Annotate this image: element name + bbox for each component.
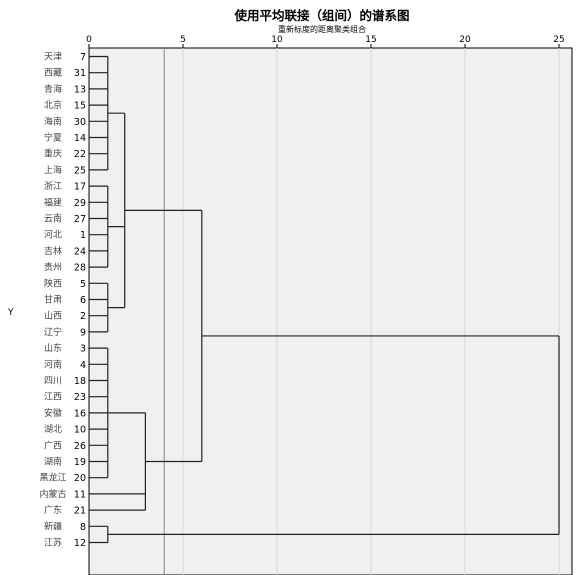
leaf-name-label: 河北 bbox=[44, 229, 62, 241]
leaf-name-label: 新疆 bbox=[44, 520, 62, 532]
leaf-name-label: 湖北 bbox=[44, 424, 62, 435]
leaf-name-label: 湖南 bbox=[44, 456, 62, 468]
leaf-id-label: 15 bbox=[74, 101, 86, 112]
x-axis-ticks: 0 5 10 15 20 25 bbox=[86, 35, 565, 48]
leaf-id-label: 26 bbox=[74, 441, 86, 452]
leaf-id-label: 13 bbox=[74, 84, 86, 95]
leaf-id-label: 9 bbox=[80, 327, 86, 338]
leaf-name-label: 河南 bbox=[44, 358, 62, 370]
leaf-name-label: 黑龙江 bbox=[39, 472, 66, 484]
leaf-name-label: 浙江 bbox=[44, 180, 62, 192]
leaf-id-label: 30 bbox=[74, 117, 86, 128]
leaf-name-label: 广西 bbox=[44, 439, 62, 451]
leaf-id-label: 12 bbox=[74, 538, 86, 549]
leaf-id-label: 1 bbox=[80, 230, 86, 241]
leaf-id-label: 10 bbox=[74, 425, 86, 436]
chart-subtitle: 重新标度的距离聚类组合 bbox=[278, 24, 366, 34]
leaf-id-label: 4 bbox=[80, 360, 86, 371]
leaf-name-label: 上海 bbox=[44, 164, 62, 176]
leaf-id-label: 8 bbox=[80, 522, 86, 533]
leaf-name-label: 内蒙古 bbox=[39, 488, 66, 500]
leaf-name-label: 吉林 bbox=[44, 245, 62, 257]
leaf-name-label: 云南 bbox=[44, 213, 62, 225]
leaf-id-label: 24 bbox=[74, 246, 86, 257]
leaf-id-label: 18 bbox=[74, 376, 86, 387]
leaf-name-label: 江苏 bbox=[44, 537, 62, 549]
leaf-name-label: 山西 bbox=[44, 311, 62, 322]
leaf-name-label: 四川 bbox=[44, 377, 62, 387]
dendrogram-branches bbox=[89, 48, 560, 575]
leaf-name-label: 宁夏 bbox=[44, 132, 62, 144]
leaf-id-label: 27 bbox=[74, 214, 86, 225]
leaf-id-label: 16 bbox=[74, 408, 86, 419]
leaf-id-label: 11 bbox=[74, 489, 86, 500]
y-axis-label: Y bbox=[7, 308, 14, 318]
grid-lines bbox=[182, 48, 560, 575]
leaf-name-label: 福建 bbox=[44, 196, 62, 208]
leaf-name-label: 天津 bbox=[44, 52, 62, 63]
leaf-id-label: 25 bbox=[74, 165, 86, 176]
leaf-id-label: 17 bbox=[74, 182, 86, 193]
leaf-id-label: 7 bbox=[80, 52, 86, 63]
leaf-id-label: 5 bbox=[80, 279, 86, 290]
leaf-id-label: 21 bbox=[74, 506, 86, 517]
leaf-name-label: 青海 bbox=[44, 83, 62, 95]
leaf-id-label: 29 bbox=[74, 198, 86, 209]
leaf-name-label: 甘肃 bbox=[44, 294, 62, 306]
x-tick-label: 20 bbox=[459, 35, 471, 45]
x-tick-label: 15 bbox=[365, 35, 376, 45]
leaf-name-label: 北京 bbox=[44, 99, 62, 111]
x-tick-label: 5 bbox=[180, 35, 186, 45]
x-tick-label: 25 bbox=[553, 35, 564, 45]
leaf-name-label: 重庆 bbox=[44, 148, 62, 160]
leaf-name-label: 江西 bbox=[44, 392, 62, 403]
leaf-id-label: 23 bbox=[74, 392, 86, 403]
leaf-name-label: 陕西 bbox=[44, 277, 62, 289]
leaf-name-label: 广东 bbox=[44, 504, 62, 516]
leaf-id-label: 31 bbox=[74, 68, 86, 79]
leaf-name-label: 贵州 bbox=[44, 261, 62, 273]
x-tick-label: 0 bbox=[86, 35, 92, 45]
plot-background bbox=[88, 47, 573, 575]
leaf-name-label: 安徽 bbox=[44, 407, 62, 419]
x-tick-label: 10 bbox=[271, 35, 283, 45]
leaf-id-label: 20 bbox=[74, 473, 86, 484]
leaf-name-label: 辽宁 bbox=[44, 326, 62, 338]
leaf-id-label: 19 bbox=[74, 457, 86, 468]
leaf-id-label: 2 bbox=[80, 311, 86, 322]
chart-title: 使用平均联接（组间）的谱系图 bbox=[233, 8, 409, 23]
leaf-name-label: 西藏 bbox=[44, 67, 62, 79]
leaf-id-label: 3 bbox=[80, 344, 86, 355]
leaf-name-label: 山东 bbox=[44, 342, 62, 354]
leaf-id-label: 28 bbox=[74, 263, 86, 274]
leaf-id-label: 14 bbox=[74, 133, 86, 144]
plot-area bbox=[88, 47, 573, 575]
leaf-id-label: 22 bbox=[74, 149, 86, 160]
leaf-id-label: 6 bbox=[80, 295, 86, 306]
leaf-name-label: 海南 bbox=[44, 115, 62, 127]
